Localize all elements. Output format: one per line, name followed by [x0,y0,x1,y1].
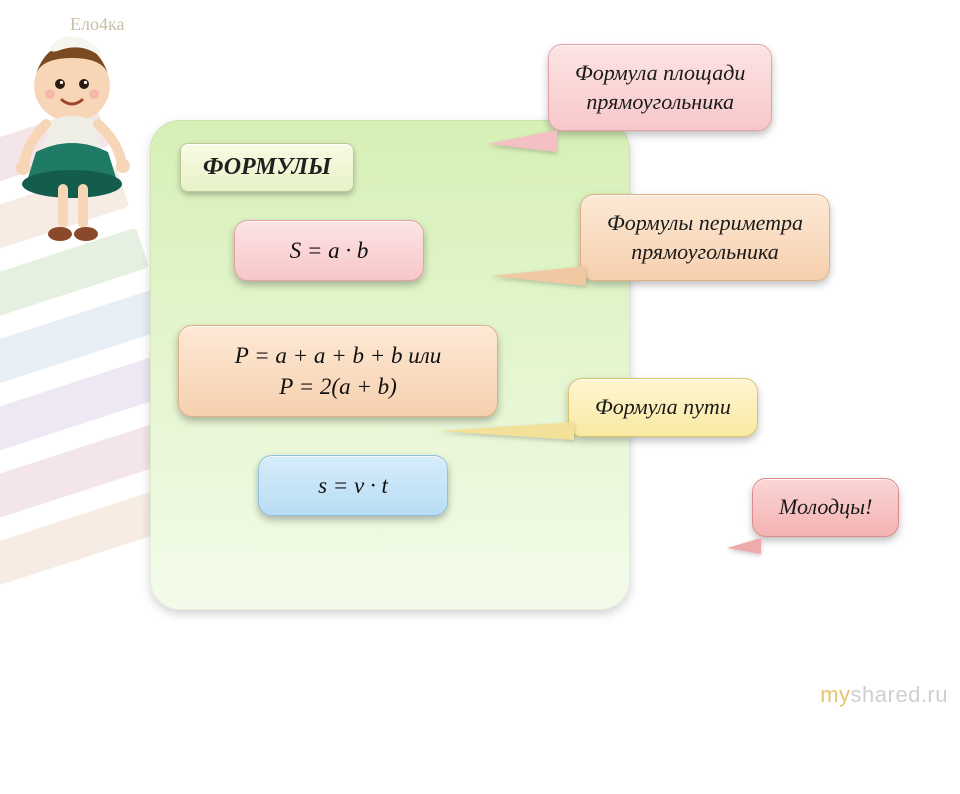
watermark-author: Ело4ка [70,14,124,35]
callout-area: Формула площади прямоугольника [548,44,772,131]
watermark-site-prefix: my [820,682,850,707]
formula-area: S = a · b [234,220,424,281]
callout-tail [439,422,574,440]
callout-path-text: Формула пути [595,394,731,419]
panel-title: ФОРМУЛЫ [180,143,354,192]
callout-praise: Молодцы! [752,478,899,537]
callout-perimeter-text: Формулы периметра прямоугольника [607,210,803,264]
callout-perimeter: Формулы периметра прямоугольника [580,194,830,281]
callout-tail [491,266,586,286]
watermark-site-rest: shared.ru [851,682,948,707]
panel-title-box: ФОРМУЛЫ [180,143,354,192]
callout-praise-text: Молодцы! [779,494,872,519]
formula-path: s = v · t [258,455,448,516]
callout-tail [487,130,557,152]
girl-illustration [6,34,146,264]
formula-perimeter: P = a + a + b + b или P = 2(a + b) [178,325,498,417]
callout-area-text: Формула площади прямоугольника [575,60,745,114]
callout-tail [727,538,761,554]
watermark-site: myshared.ru [820,682,948,708]
callout-path: Формула пути [568,378,758,437]
